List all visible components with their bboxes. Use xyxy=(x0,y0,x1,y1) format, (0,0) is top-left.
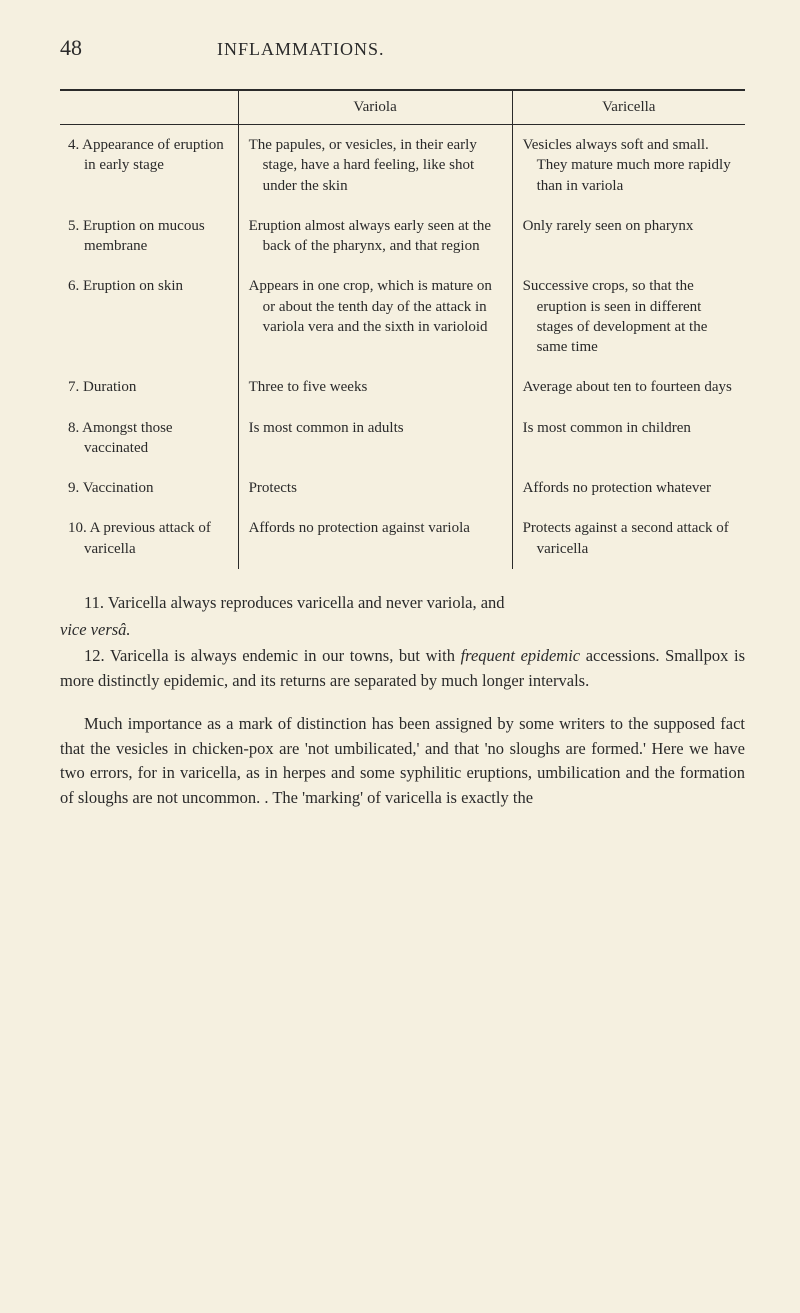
table-row: 5. Eruption on mucous membrane Eruption … xyxy=(60,206,745,267)
row-label: 6. Eruption on skin xyxy=(60,266,238,367)
row-variola: Appears in one crop, which is mature on … xyxy=(238,266,512,367)
row-variola: Protects xyxy=(238,468,512,508)
p12-a: 12. Varicella is always endemic in our t… xyxy=(84,646,461,665)
row-label: 4. Appearance of eruption in early stage xyxy=(60,125,238,206)
row-varicella: Protects against a second attack of vari… xyxy=(512,508,745,569)
table-row: 9. Vaccination Protects Affords no prote… xyxy=(60,468,745,508)
table-row: 4. Appearance of eruption in early stage… xyxy=(60,125,745,206)
row-variola: Eruption almost always early seen at the… xyxy=(238,206,512,267)
row-label: 8. Amongst those vaccinated xyxy=(60,408,238,469)
row-varicella: Affords no protection whatever xyxy=(512,468,745,508)
page-container: 48 INFLAMMATIONS. Variola Varicella 4. A… xyxy=(0,0,800,853)
row-varicella: Average about ten to fourteen days xyxy=(512,367,745,407)
page-title: INFLAMMATIONS. xyxy=(217,39,385,60)
row-label: 5. Eruption on mucous membrane xyxy=(60,206,238,267)
row-label: 9. Vaccination xyxy=(60,468,238,508)
row-variola: The papules, or vesicles, in their early… xyxy=(238,125,512,206)
row-varicella: Vesicles always soft and small. They mat… xyxy=(512,125,745,206)
table-row: 10. A previous attack of varicella Affor… xyxy=(60,508,745,569)
row-label: 10. A previous attack of varicella xyxy=(60,508,238,569)
body-text: 11. Varicella always reproduces varicell… xyxy=(60,591,745,811)
th-variola: Variola xyxy=(238,91,512,125)
th-blank xyxy=(60,91,238,125)
th-varicella: Varicella xyxy=(512,91,745,125)
vice-versa: vice versâ. xyxy=(60,620,131,639)
row-variola: Affords no protection against variola xyxy=(238,508,512,569)
page-header: 48 INFLAMMATIONS. xyxy=(60,35,745,61)
page-number: 48 xyxy=(60,35,82,61)
paragraph-11: 11. Varicella always reproduces varicell… xyxy=(60,591,745,616)
row-varicella: Successive crops, so that the eruption i… xyxy=(512,266,745,367)
row-label: 7. Duration xyxy=(60,367,238,407)
paragraph-12: 12. Varicella is always endemic in our t… xyxy=(60,644,745,694)
paragraph-11-cont: vice versâ. xyxy=(60,618,745,643)
table-row: 8. Amongst those vaccinated Is most comm… xyxy=(60,408,745,469)
row-varicella: Only rarely seen on pharynx xyxy=(512,206,745,267)
comparison-table: Variola Varicella 4. Appearance of erupt… xyxy=(60,90,745,569)
paragraph-main: Much importance as a mark of distinction… xyxy=(60,712,745,811)
row-varicella: Is most common in children xyxy=(512,408,745,469)
row-variola: Three to five weeks xyxy=(238,367,512,407)
table-row: 6. Eruption on skin Appears in one crop,… xyxy=(60,266,745,367)
table-row: 7. Duration Three to five weeks Average … xyxy=(60,367,745,407)
row-variola: Is most common in adults xyxy=(238,408,512,469)
p12-b: frequent epidemic xyxy=(461,646,581,665)
p11-a: 11. Varicella always reproduces varicell… xyxy=(84,593,505,612)
